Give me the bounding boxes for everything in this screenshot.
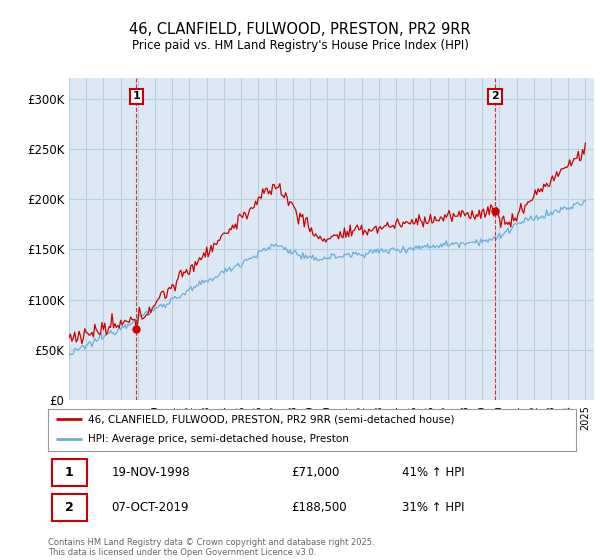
Text: 07-OCT-2019: 07-OCT-2019 [112, 501, 189, 514]
Text: £188,500: £188,500 [291, 501, 347, 514]
Text: 1: 1 [133, 91, 140, 101]
Text: 1: 1 [65, 466, 73, 479]
Text: 2: 2 [491, 91, 499, 101]
FancyBboxPatch shape [52, 494, 86, 521]
Text: 46, CLANFIELD, FULWOOD, PRESTON, PR2 9RR (semi-detached house): 46, CLANFIELD, FULWOOD, PRESTON, PR2 9RR… [88, 414, 454, 424]
Text: £71,000: £71,000 [291, 466, 339, 479]
Text: 41% ↑ HPI: 41% ↑ HPI [402, 466, 464, 479]
Text: HPI: Average price, semi-detached house, Preston: HPI: Average price, semi-detached house,… [88, 434, 349, 444]
Text: 19-NOV-1998: 19-NOV-1998 [112, 466, 190, 479]
Text: 2: 2 [65, 501, 73, 514]
FancyBboxPatch shape [52, 459, 86, 486]
Text: 46, CLANFIELD, FULWOOD, PRESTON, PR2 9RR: 46, CLANFIELD, FULWOOD, PRESTON, PR2 9RR [129, 22, 471, 38]
Text: 31% ↑ HPI: 31% ↑ HPI [402, 501, 464, 514]
Text: Contains HM Land Registry data © Crown copyright and database right 2025.
This d: Contains HM Land Registry data © Crown c… [48, 538, 374, 557]
Text: Price paid vs. HM Land Registry's House Price Index (HPI): Price paid vs. HM Land Registry's House … [131, 39, 469, 52]
